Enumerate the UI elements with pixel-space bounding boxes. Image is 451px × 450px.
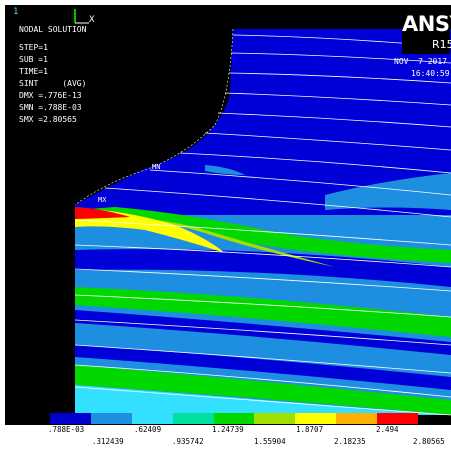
band [75, 330, 451, 375]
contour-model: MN MX [74, 28, 451, 416]
legend-label: 1.24739 [212, 425, 244, 434]
legend-swatch [254, 413, 296, 424]
min-marker: MN [152, 163, 160, 171]
legend-label: 1.8707 [296, 425, 324, 434]
legend-label: .62409 [134, 425, 162, 434]
band [75, 310, 451, 355]
max-marker: MX [98, 196, 107, 204]
plot-viewport: MN MX 1 X NODAL SOLUTION STEP=1 SUB =1 T… [5, 5, 451, 425]
band-mid [75, 207, 451, 263]
legend-swatch [213, 413, 255, 424]
legend-label: 2.80565 [413, 437, 445, 446]
contour-legend-bar [50, 413, 419, 424]
info-smx: SMX =2.80565 [19, 115, 77, 124]
info-dmx: DMX =.776E-13 [19, 91, 82, 100]
date-stamp: NOV 7 2017 [394, 57, 447, 66]
legend-swatch [131, 413, 173, 424]
legend-label: 1.55904 [254, 437, 286, 446]
legend-label: .935742 [172, 437, 204, 446]
triad-icon [74, 9, 89, 24]
info-step: STEP=1 [19, 43, 48, 52]
info-time: TIME=1 [19, 67, 48, 76]
legend-swatch [50, 413, 91, 424]
legend-swatch [172, 413, 214, 424]
axis-label-x: X [89, 15, 95, 25]
legend-label: 2.494 [376, 425, 399, 434]
ansys-logo: ANSYS R15.0 [402, 12, 451, 54]
legend-swatch [336, 413, 378, 424]
info-sint: SINT (AVG) [19, 79, 87, 88]
band [75, 345, 451, 390]
legend-label: .788E-03 [48, 425, 85, 434]
upper-patch [325, 173, 451, 210]
min-patch [205, 165, 245, 175]
brand-version: R15.0 [432, 38, 451, 51]
window-number: 1 [13, 7, 19, 17]
band [75, 385, 451, 415]
solution-title: NODAL SOLUTION [19, 25, 87, 34]
info-smn: SMN =.788E-03 [19, 103, 82, 112]
info-sub: SUB =1 [19, 55, 48, 64]
legend-swatch [90, 413, 132, 424]
band-yellow [75, 208, 225, 253]
time-stamp: 16:40:59 [411, 69, 450, 78]
max-zone [75, 207, 130, 219]
legend-label: .312439 [92, 437, 124, 446]
legend-swatch [295, 413, 337, 424]
legend-swatch [377, 413, 419, 424]
legend-label: 2.18235 [334, 437, 366, 446]
brand-name: ANSYS [402, 12, 451, 36]
band [75, 249, 451, 287]
band [75, 365, 451, 415]
